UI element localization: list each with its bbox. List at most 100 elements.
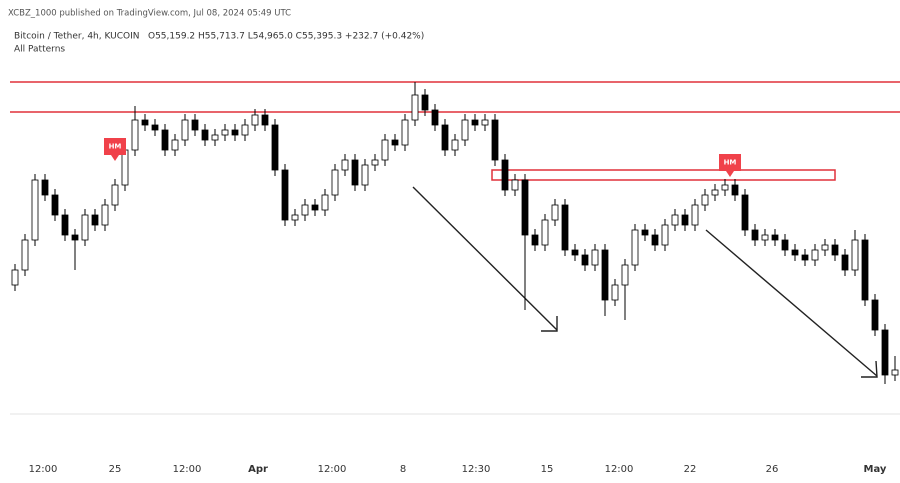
candle-body (891, 369, 899, 376)
candle-body (181, 119, 189, 141)
candle-body (861, 239, 869, 301)
x-tick-label: May (864, 464, 887, 475)
candle-body (701, 194, 709, 206)
candle-body (371, 159, 379, 166)
candle-body (601, 249, 609, 301)
x-tick-label: 15 (541, 464, 554, 475)
x-tick-label: 25 (109, 464, 122, 475)
candle-body (581, 254, 589, 266)
pattern-label: HM (724, 159, 737, 167)
candle-body (781, 239, 789, 251)
pattern-marker (719, 154, 741, 177)
candle-body (381, 139, 389, 161)
candle-body (91, 214, 99, 226)
x-tick-label: 8 (400, 464, 406, 475)
candle-body (111, 184, 119, 206)
candle-body (791, 249, 799, 256)
candle-body (831, 244, 839, 256)
candle-body (251, 114, 259, 126)
candle-body (621, 264, 629, 286)
candle-body (431, 109, 439, 126)
candle-body (321, 194, 329, 211)
candle-body (881, 329, 889, 376)
candle-body (471, 119, 479, 126)
zone (491, 169, 836, 181)
publish-info: XCBZ_1000 published on TradingView.com, … (8, 9, 291, 19)
candle-body (761, 234, 769, 241)
candle-body (331, 169, 339, 196)
candle-body (561, 204, 569, 251)
x-tick-label: 26 (766, 464, 779, 475)
candle-body (811, 249, 819, 261)
candle-body (81, 214, 89, 241)
candle-body (41, 179, 49, 196)
candle-body (31, 179, 39, 241)
candle-body (51, 194, 59, 216)
candle-body (491, 119, 499, 161)
candle-body (531, 234, 539, 246)
candle-body (741, 194, 749, 231)
candle-body (61, 214, 69, 236)
candle-body (671, 214, 679, 226)
candle-body (661, 224, 669, 246)
candle-body (261, 114, 269, 126)
candle-body (231, 129, 239, 136)
candle-body (141, 119, 149, 126)
candle-body (801, 254, 809, 261)
candle-body (121, 149, 129, 186)
candle-body (101, 204, 109, 226)
candle-body (521, 179, 529, 236)
candle-body (481, 119, 489, 126)
candle-body (711, 189, 719, 196)
candle-body (71, 234, 79, 241)
candle-body (611, 284, 619, 301)
symbol: Bitcoin / Tether, 4h, KUCOIN (14, 32, 139, 42)
candle-body (771, 234, 779, 241)
candle-body (541, 219, 549, 246)
candle-body (691, 204, 699, 226)
candle-body (11, 269, 19, 286)
candle-body (751, 229, 759, 241)
candle-body (291, 214, 299, 221)
candle-body (441, 124, 449, 151)
x-tick-label: 12:30 (462, 464, 491, 475)
candle-body (731, 184, 739, 196)
arrow (705, 229, 878, 377)
candle-body (361, 164, 369, 186)
candle-body (221, 129, 229, 136)
pattern-marker (104, 138, 126, 161)
candle-body (631, 229, 639, 266)
candle-body (281, 169, 289, 221)
arrow (412, 186, 558, 331)
candle-body (681, 214, 689, 226)
candle-body (651, 234, 659, 246)
candle-body (551, 204, 559, 221)
candle-body (871, 299, 879, 331)
arrow-head (541, 316, 558, 332)
candle-body (841, 254, 849, 271)
candle-body (721, 184, 729, 191)
candle-body (161, 129, 169, 151)
candle-body (301, 204, 309, 216)
candle-body (341, 159, 349, 171)
candle-body (421, 94, 429, 111)
candle-body (201, 129, 209, 141)
candle-body (851, 239, 859, 271)
candle-body (211, 134, 219, 141)
x-tick-label: 12:00 (173, 464, 202, 475)
candle-body (401, 119, 409, 146)
x-tick-label: 12:00 (605, 464, 634, 475)
candle-body (391, 139, 399, 146)
candle-body (501, 159, 509, 191)
x-tick-label: 22 (684, 464, 697, 475)
candle-body (571, 249, 579, 256)
candle-body (171, 139, 179, 151)
x-tick-label: 12:00 (318, 464, 347, 475)
candle-body (411, 94, 419, 121)
candle-body (511, 179, 519, 191)
candle-body (591, 249, 599, 266)
arrow-head (861, 360, 878, 378)
candle-body (151, 124, 159, 131)
candle-body (271, 124, 279, 171)
